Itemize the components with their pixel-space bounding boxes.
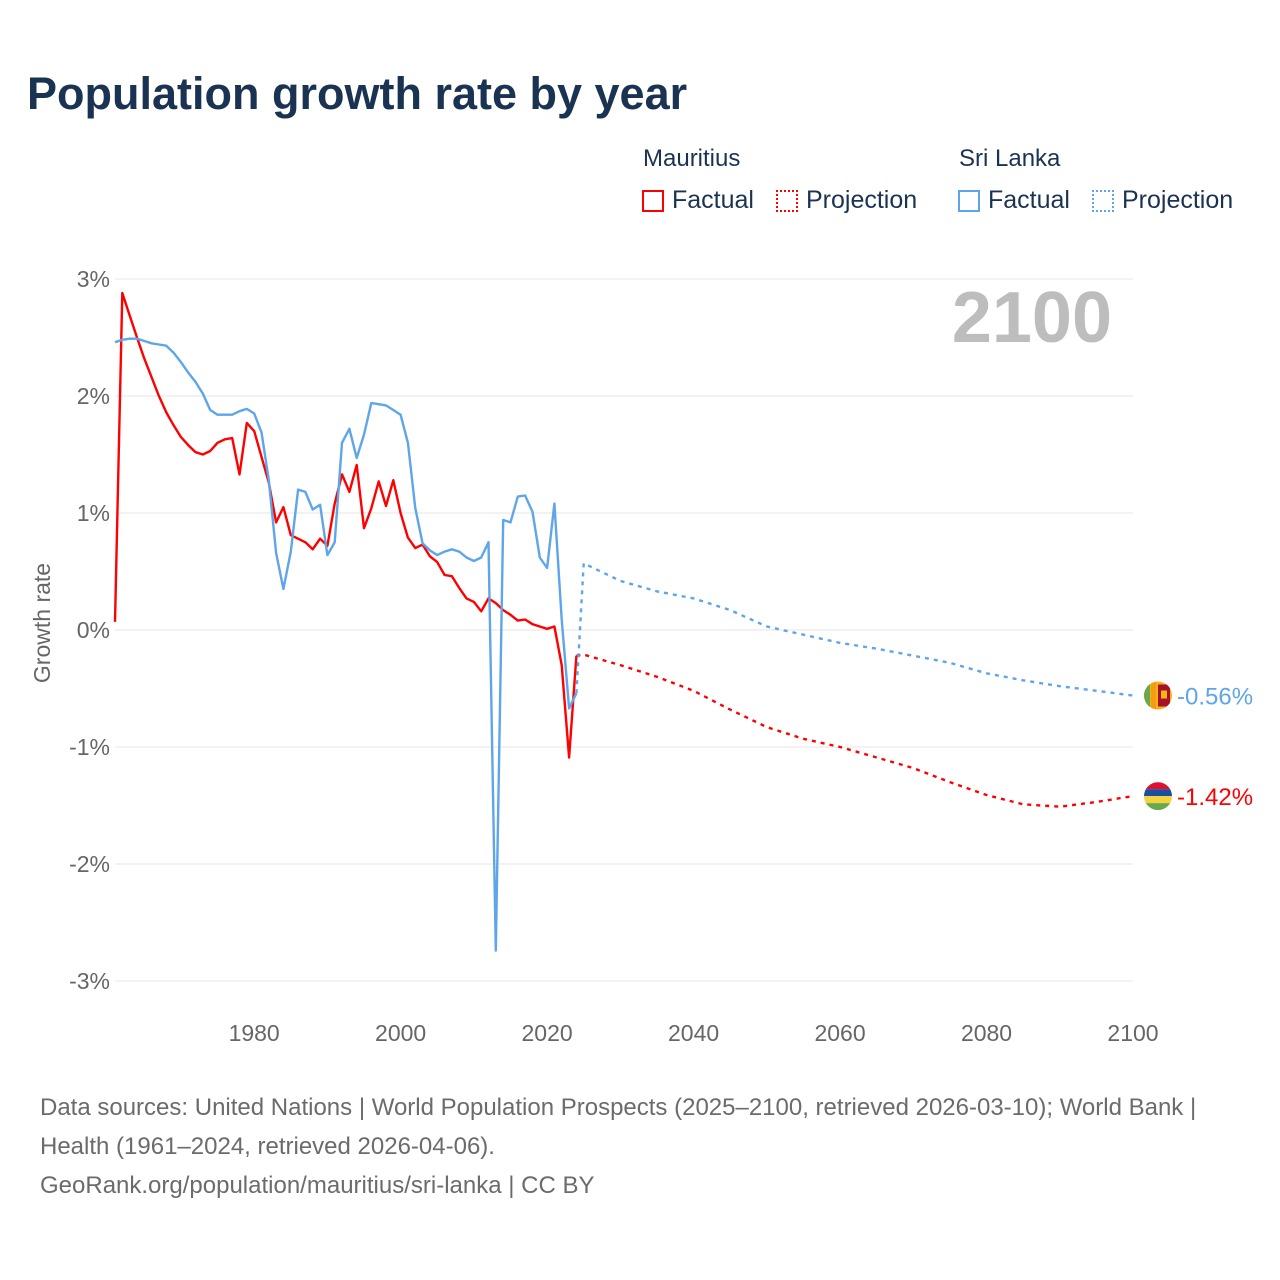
legend-label: Projection xyxy=(806,186,918,214)
x-tick-label: 2040 xyxy=(668,1020,719,1046)
legend-label: Projection xyxy=(1122,186,1234,214)
legend-label: Factual xyxy=(988,186,1070,214)
legend-mauritius-projection[interactable]: Projection xyxy=(776,186,917,215)
data-sources: Data sources: United Nations | World Pop… xyxy=(40,1094,1197,1160)
mauritius-flag-icon xyxy=(1144,782,1172,811)
legend-swatch-dotted-icon xyxy=(776,189,798,212)
series-line-mauritius-projection xyxy=(576,653,1134,808)
legend-swatch-dotted-icon xyxy=(1092,189,1114,212)
series-line-sri-lanka-projection xyxy=(575,562,1134,697)
y-tick-label: -2% xyxy=(69,851,110,877)
x-tick-label: 2060 xyxy=(814,1020,865,1046)
legend-sri-lanka-projection[interactable]: Projection xyxy=(1092,186,1233,215)
y-tick-label: 1% xyxy=(77,500,110,526)
x-tick-label: 2020 xyxy=(522,1020,573,1046)
legend-label: Factual xyxy=(672,186,754,214)
x-tick-label: 2100 xyxy=(1107,1020,1158,1046)
y-tick-label: -1% xyxy=(69,734,110,760)
series-line-sri-lanka-factual xyxy=(114,337,578,952)
series-line-mauritius-factual xyxy=(113,291,578,759)
legend-swatch-solid-icon xyxy=(642,189,664,212)
end-value-label: -1.42% xyxy=(1177,784,1253,811)
x-tick-label: 1980 xyxy=(229,1020,280,1046)
end-value-label: -0.56% xyxy=(1177,684,1253,711)
legend-sri-lanka-factual[interactable]: Factual xyxy=(958,186,1070,215)
year-watermark: 2100 xyxy=(952,278,1112,358)
footer: Data sources: United Nations | World Pop… xyxy=(40,1088,1240,1205)
source-link[interactable]: GeoRank.org/population/mauritius/sri-lan… xyxy=(40,1172,595,1199)
chart-title: Population growth rate by year xyxy=(27,68,688,119)
x-tick-label: 2000 xyxy=(375,1020,426,1046)
y-tick-label: -3% xyxy=(69,968,110,994)
y-tick-label: 2% xyxy=(77,383,110,409)
y-tick-label: 0% xyxy=(77,617,110,643)
legend-group-sri-lanka: Sri Lanka xyxy=(959,145,1061,172)
sri-lanka-flag-icon xyxy=(1144,681,1172,710)
legend-mauritius-factual[interactable]: Factual xyxy=(642,186,754,215)
legend-group-mauritius: Mauritius xyxy=(643,145,741,172)
legend-swatch-solid-icon xyxy=(958,189,980,212)
y-tick-label: 3% xyxy=(77,266,110,292)
x-tick-label: 2080 xyxy=(961,1020,1012,1046)
y-axis-label: Growth rate xyxy=(29,563,55,683)
